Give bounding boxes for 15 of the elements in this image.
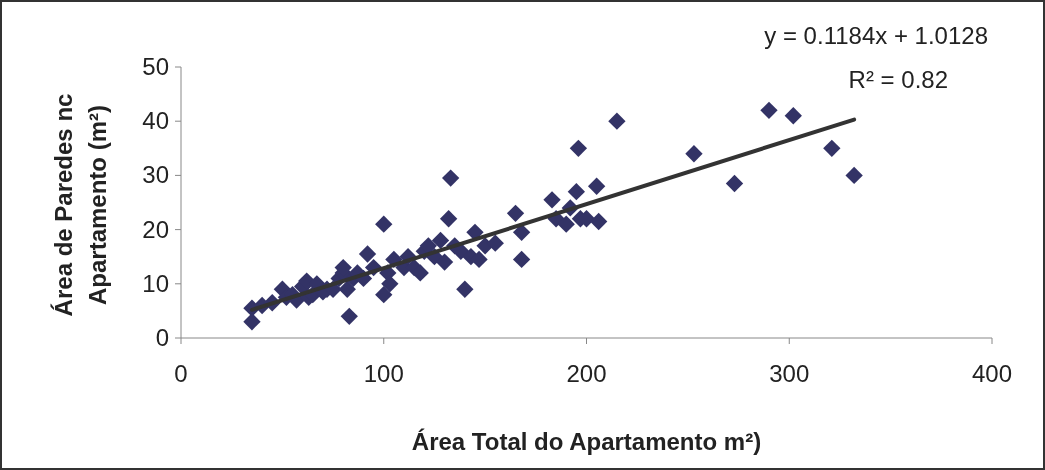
annotation: R² = 0.82 <box>848 66 948 93</box>
y-axis-title: Área de Paredes nc Apartamento (m²) <box>50 93 111 317</box>
y-tick-label: 30 <box>142 161 169 189</box>
x-tick-label: 400 <box>971 360 1013 387</box>
y-tick-label: 0 <box>155 324 169 351</box>
y-tick-label: 40 <box>142 107 169 135</box>
x-axis-title: Área Total do Apartamento m²) <box>411 428 762 455</box>
text: y = 0.1184x + 1.0128 <box>764 22 988 49</box>
y-tick-label: 50 <box>142 53 169 80</box>
x-tick-label: 100 <box>363 360 404 387</box>
x-tick-label: 0 <box>174 360 188 387</box>
y-tick-label: 20 <box>142 215 169 243</box>
y-tick-label: 10 <box>142 269 169 297</box>
x-tick-label: 300 <box>769 360 810 387</box>
x-tick-label: 200 <box>566 360 607 387</box>
